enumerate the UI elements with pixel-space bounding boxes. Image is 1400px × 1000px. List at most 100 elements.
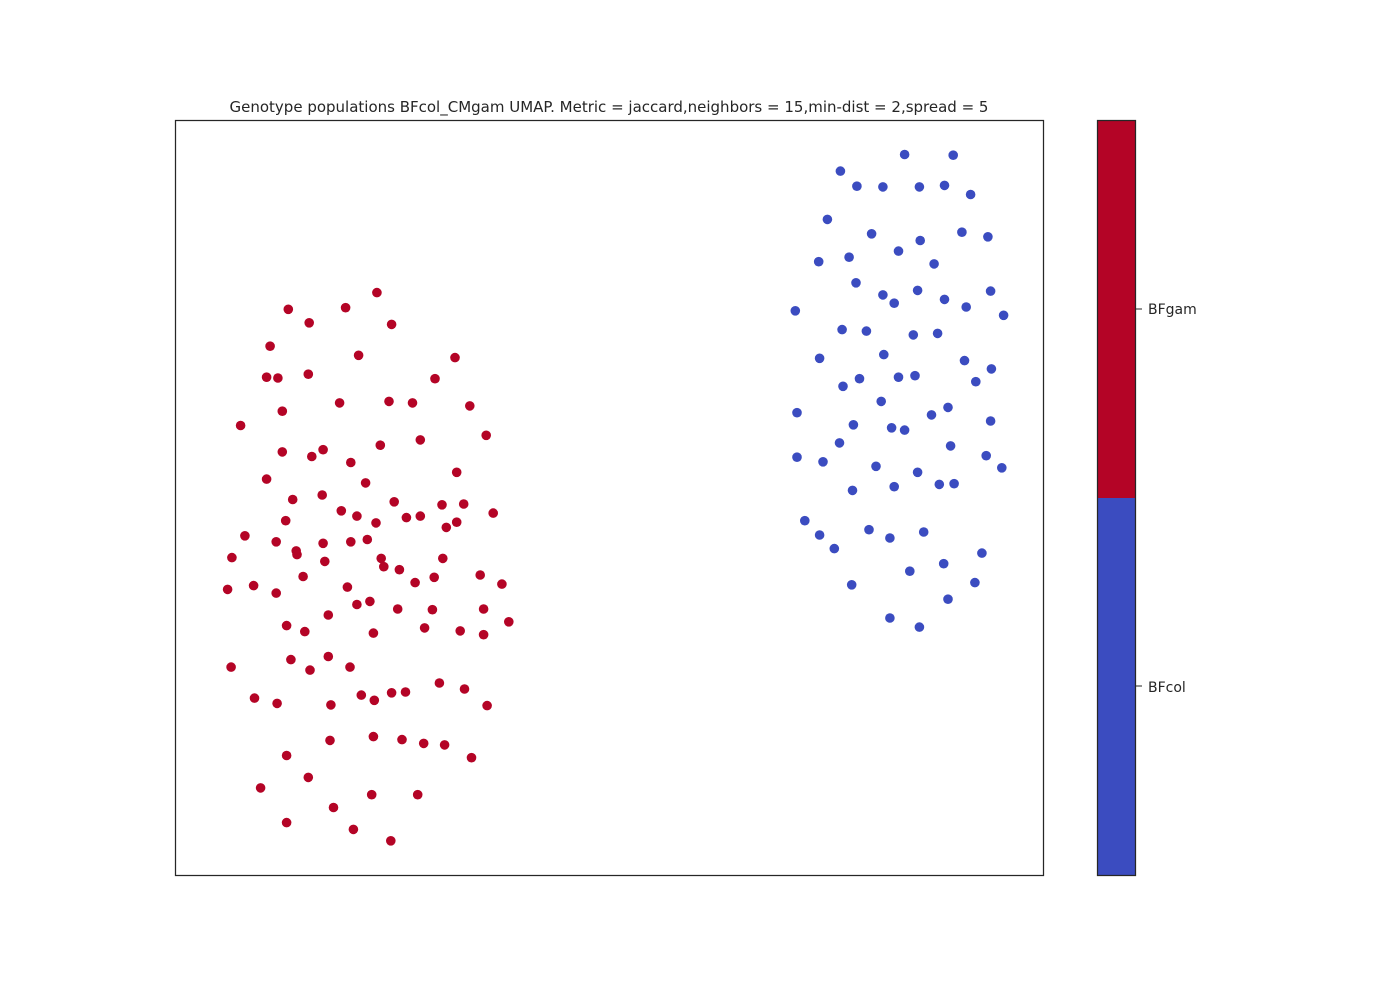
scatter-point-bfcol-46 <box>985 416 996 426</box>
scatter-point-bfcol-10 <box>957 227 967 237</box>
scatter-point-bfgam-76 <box>478 629 489 640</box>
scatter-point-bfcol-71 <box>885 613 895 623</box>
scatter-point-bfcol-29 <box>998 310 1009 321</box>
scatter-point-bfgam-57 <box>429 572 440 583</box>
scatter-point-bfgam-79 <box>305 665 315 675</box>
scatter-point-bfgam-86 <box>326 700 336 710</box>
scatter-point-bfgam-78 <box>226 662 236 672</box>
scatter-point-bfgam-14 <box>384 396 394 407</box>
scatter-point-bfgam-34 <box>488 508 499 518</box>
scatter-point-bfcol-41 <box>848 420 859 430</box>
scatter-point-bfgam-103 <box>328 802 339 813</box>
scatter-point-bfcol-40 <box>792 407 802 418</box>
scatter-point-bfgam-2 <box>340 302 351 313</box>
scatter-point-bfgam-91 <box>482 700 492 711</box>
scatter-point-bfgam-0 <box>372 287 382 298</box>
scatter-point-bfcol-19 <box>912 285 923 296</box>
scatter-point-bfgam-98 <box>281 750 292 761</box>
scatter-point-bfcol-54 <box>997 463 1007 473</box>
scatter-point-bfgam-15 <box>407 398 418 408</box>
scatter-point-bfgam-38 <box>451 517 462 527</box>
scatter-point-bfgam-80 <box>323 651 334 662</box>
scatter-point-bfgam-12 <box>334 398 345 408</box>
scatter-point-bfcol-44 <box>926 410 937 420</box>
scatter-point-bfgam-10 <box>303 369 314 380</box>
scatter-point-bfgam-59 <box>497 579 507 589</box>
scatter-point-bfcol-58 <box>949 478 959 489</box>
scatter-point-bfgam-18 <box>318 444 328 455</box>
scatter-point-bfcol-35 <box>838 381 848 392</box>
scatter-point-bfgam-104 <box>281 817 292 828</box>
scatter-point-bfgam-25 <box>346 457 356 468</box>
scatter-point-bfgam-9 <box>273 373 283 383</box>
scatter-point-bfgam-20 <box>415 435 426 445</box>
scatter-point-bfcol-47 <box>834 438 845 448</box>
scatter-point-bfgam-40 <box>280 515 291 526</box>
scatter-point-bfgam-44 <box>318 538 328 549</box>
colorbar-label-bfcol: BFcol <box>1148 680 1186 696</box>
scatter-point-bfgam-41 <box>371 518 381 528</box>
chart-title: Genotype populations BFcol_CMgam UMAP. M… <box>230 98 989 117</box>
scatter-point-bfgam-96 <box>368 731 379 742</box>
scatter-point-bfcol-34 <box>854 373 865 384</box>
scatter-point-bfcol-66 <box>938 558 949 569</box>
scatter-point-bfgam-19 <box>375 440 386 451</box>
scatter-point-bfgam-66 <box>392 604 403 614</box>
scatter-point-bfgam-68 <box>478 604 489 614</box>
scatter-point-bfcol-5 <box>914 182 925 192</box>
scatter-point-bfcol-30 <box>814 353 825 364</box>
scatter-point-bfgam-60 <box>248 580 259 591</box>
scatter-point-bfgam-13 <box>277 406 288 417</box>
scatter-point-bfcol-9 <box>866 229 877 239</box>
scatter-point-bfgam-26 <box>317 490 328 500</box>
scatter-point-bfcol-20 <box>939 294 950 305</box>
scatter-point-bfgam-6 <box>353 350 364 361</box>
scatter-point-bfcol-15 <box>813 256 824 267</box>
scatter-point-bfgam-37 <box>401 512 412 523</box>
scatter-point-bfcol-42 <box>886 423 897 433</box>
scatter-point-bfgam-1 <box>283 304 294 315</box>
scatter-point-bfcol-62 <box>829 543 840 554</box>
scatter-point-bfgam-83 <box>459 684 470 694</box>
scatter-point-bfgam-94 <box>418 738 429 749</box>
scatter-point-bfgam-4 <box>386 319 397 330</box>
scatter-point-bfcol-69 <box>943 594 953 604</box>
scatter-point-bfgam-71 <box>281 620 292 631</box>
scatter-point-bfcol-13 <box>844 252 854 262</box>
scatter-point-bfcol-52 <box>945 441 956 451</box>
scatter-point-bfgam-89 <box>386 688 397 698</box>
scatter-point-bfgam-17 <box>235 420 246 431</box>
scatter-point-bfgam-106 <box>386 836 396 846</box>
scatter-point-bfgam-23 <box>261 474 272 484</box>
scatter-point-bfcol-60 <box>864 524 874 535</box>
scatter-point-bfgam-65 <box>365 596 375 607</box>
scatter-point-bfcol-56 <box>889 481 899 492</box>
scatter-point-bfcol-57 <box>934 479 945 490</box>
scatter-point-bfgam-51 <box>376 553 387 564</box>
scatter-point-bfgam-49 <box>320 556 330 567</box>
scatter-point-bfgam-95 <box>466 752 477 763</box>
scatter-point-bfgam-81 <box>345 662 355 672</box>
scatter-point-bfgam-64 <box>352 599 362 610</box>
scatter-point-bfcol-39 <box>876 396 886 407</box>
scatter-point-bfcol-21 <box>961 302 971 312</box>
scatter-point-bfgam-35 <box>240 531 250 541</box>
scatter-point-bfcol-72 <box>914 622 925 632</box>
scatter-point-bfgam-97 <box>325 735 335 746</box>
scatter-points <box>222 149 1009 846</box>
scatter-point-bfgam-54 <box>438 553 448 564</box>
scatter-point-bfcol-36 <box>893 372 904 383</box>
scatter-point-bfgam-85 <box>272 698 282 709</box>
scatter-point-bfcol-59 <box>800 515 810 526</box>
scatter-point-bfgam-24 <box>307 451 317 462</box>
scatter-point-bfcol-31 <box>879 349 889 360</box>
scatter-point-bfgam-16 <box>465 401 475 411</box>
scatter-point-bfcol-68 <box>846 580 857 590</box>
scatter-point-bfgam-61 <box>298 571 308 582</box>
scatter-point-bfgam-70 <box>323 610 334 620</box>
colorbar-segment-bfgam <box>1097 120 1136 498</box>
scatter-point-bfgam-92 <box>397 734 407 745</box>
scatter-point-bfgam-28 <box>389 497 400 507</box>
scatter-point-bfcol-64 <box>918 527 929 537</box>
colorbar-frame <box>1096 119 1137 877</box>
